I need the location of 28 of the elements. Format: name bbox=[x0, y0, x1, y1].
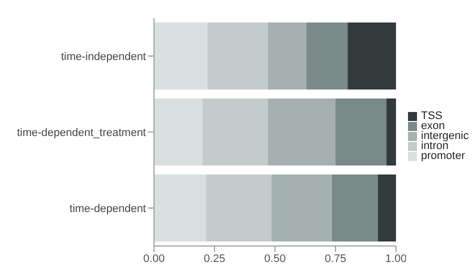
legend-label: intron bbox=[421, 140, 449, 152]
legend-label: TSS bbox=[421, 110, 442, 122]
bar bbox=[348, 22, 396, 90]
y-tick-label: time-independent bbox=[60, 50, 146, 63]
bar bbox=[268, 98, 336, 166]
legend-label: intergenic bbox=[421, 130, 469, 142]
x-tick-label: 0.00 bbox=[143, 252, 165, 265]
x-tick-label: 0.50 bbox=[264, 252, 286, 265]
bar bbox=[336, 98, 386, 166]
x-tick-label: 0.25 bbox=[204, 252, 226, 265]
bar bbox=[202, 98, 268, 166]
bar bbox=[154, 98, 202, 166]
x-tick-label: 0.75 bbox=[324, 252, 346, 265]
bar bbox=[306, 22, 348, 90]
y-tick-label: time-dependent_treatment bbox=[16, 126, 146, 139]
bar bbox=[386, 98, 396, 166]
bar bbox=[154, 174, 206, 242]
bar bbox=[268, 22, 306, 90]
bar bbox=[154, 22, 208, 90]
bar bbox=[207, 22, 268, 90]
y-tick-label: time-dependent bbox=[70, 202, 146, 215]
x-tick-label: 1.00 bbox=[385, 252, 407, 265]
bar bbox=[378, 174, 396, 242]
legend-label: exon bbox=[421, 120, 445, 132]
bar bbox=[271, 174, 332, 242]
bar bbox=[332, 174, 378, 242]
bar bbox=[206, 174, 272, 242]
legend-label: promoter bbox=[421, 150, 466, 162]
